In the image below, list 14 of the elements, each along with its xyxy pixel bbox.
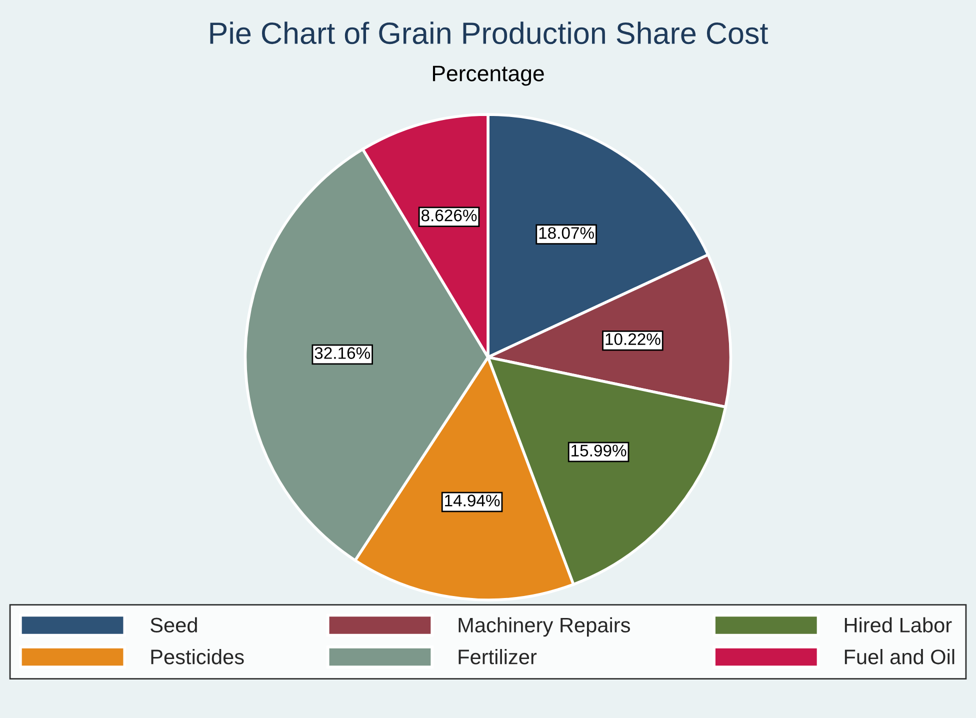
data-label: 8.626% <box>421 210 477 222</box>
legend-label: Seed <box>150 617 197 633</box>
chart-title: Pie Chart of Grain Production Share Cost <box>210 22 768 44</box>
data-label: 14.94% <box>445 494 500 506</box>
data-label: 18.07% <box>539 227 594 239</box>
data-label: 32.16% <box>314 347 370 359</box>
legend-label: Hired Labor <box>844 617 952 633</box>
data-label: 10.22% <box>606 333 660 346</box>
legend-label: Fertilizer <box>458 649 537 664</box>
chart-subtitle: Percentage <box>432 66 544 86</box>
legend-label: Pesticides <box>151 649 244 664</box>
legend-label: Machinery Repairs <box>458 617 630 637</box>
data-label: 15.99% <box>572 444 626 456</box>
legend-label: Fuel and Oil <box>844 649 954 664</box>
